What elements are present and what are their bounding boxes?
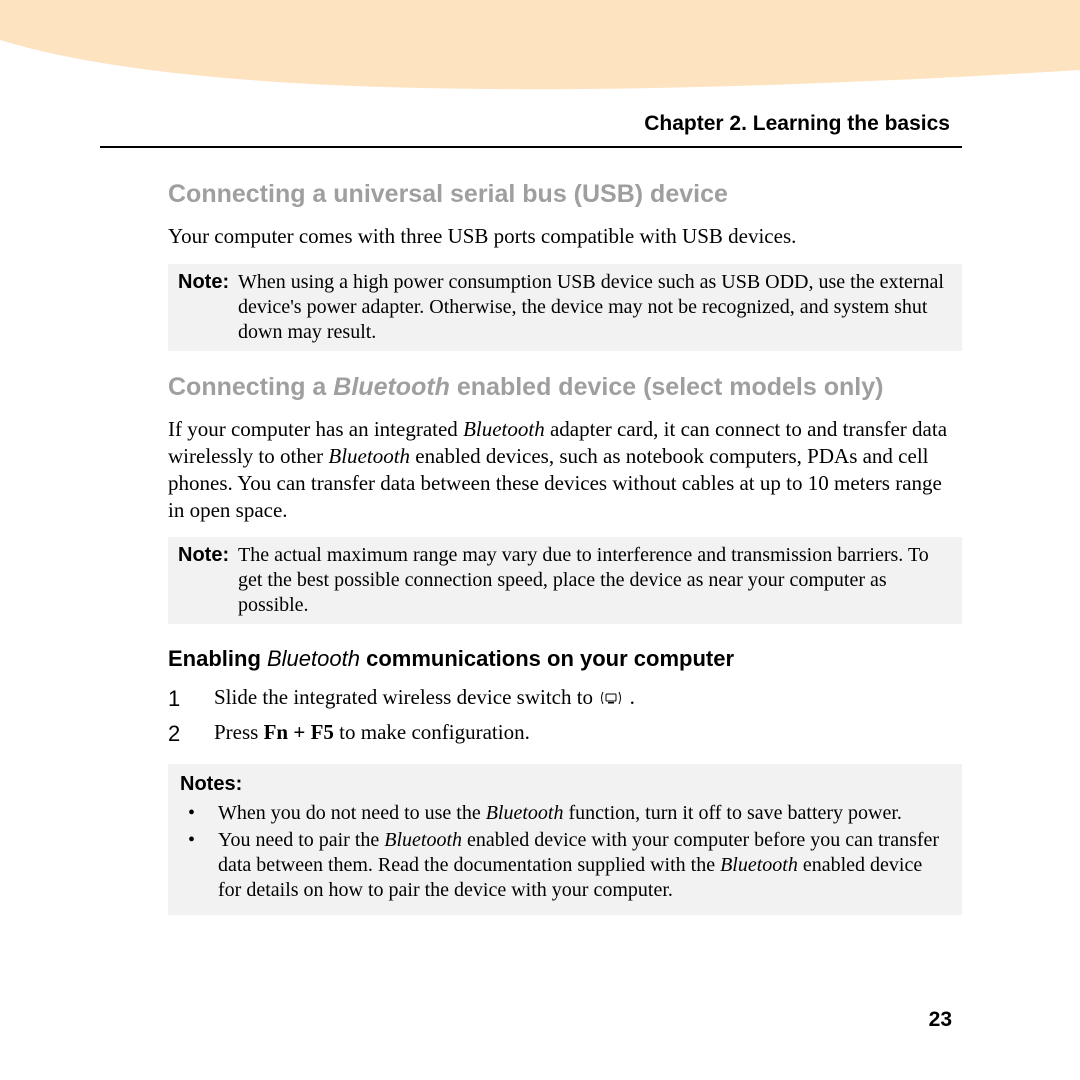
notes-text: You need to pair the Bluetooth enabled d… [218,828,950,903]
t: You need to pair the [218,829,384,851]
t: When you do not need to use the [218,802,486,824]
page-header: Chapter 2. Learning the basics [0,0,1080,148]
t: Slide the integrated wireless device swi… [214,685,598,709]
note-label: Note: [178,544,229,566]
bt-note-box: Note: The actual maximum range may vary … [168,537,962,624]
step-1: 1 Slide the integrated wireless device s… [168,682,962,715]
bt-title-prefix: Connecting a [168,373,333,401]
t-italic: Bluetooth [486,802,564,824]
notes-text: When you do not need to use the Bluetoot… [218,801,950,826]
t-italic: Bluetooth [720,854,798,876]
key-combo: Fn + F5 [264,720,334,744]
bullet: • [180,828,218,903]
note-label: Note: [178,271,229,293]
t: Enabling [168,646,267,671]
page-number: 23 [929,1008,952,1032]
note-text: When using a high power consumption USB … [238,270,952,345]
t: If your computer has an integrated [168,417,463,441]
subheading-enable-bt: Enabling Bluetooth communications on you… [168,646,962,672]
bullet: • [180,801,218,826]
notes-item: • You need to pair the Bluetooth enabled… [180,828,950,903]
bt-title-italic: Bluetooth [333,373,450,401]
step-marker: 1 [168,682,214,715]
wireless-icon [600,684,622,716]
t-italic: Bluetooth [463,417,545,441]
header-rule [100,146,962,148]
bt-intro-text: If your computer has an integrated Bluet… [168,416,962,524]
usb-intro-text: Your computer comes with three USB ports… [168,223,962,250]
t-italic: Bluetooth [384,829,462,851]
notes-item: • When you do not need to use the Blueto… [180,801,950,826]
section-heading-bluetooth: Connecting a Bluetooth enabled device (s… [168,373,962,402]
t-italic: Bluetooth [328,444,410,468]
step-text: Press Fn + F5 to make configuration. [214,717,962,750]
t-italic: Bluetooth [267,646,360,671]
chapter-label: Chapter 2. Learning the basics [644,112,950,136]
note-text: The actual maximum range may vary due to… [238,543,952,618]
t: communications on your computer [360,646,734,671]
step-text: Slide the integrated wireless device swi… [214,682,962,715]
section-heading-usb: Connecting a universal serial bus (USB) … [168,180,962,209]
t: to make configuration. [334,720,530,744]
step-marker: 2 [168,717,214,750]
notes-title: Notes: [180,772,950,797]
t: . [630,685,635,709]
step-2: 2 Press Fn + F5 to make configuration. [168,717,962,750]
page-content: Connecting a universal serial bus (USB) … [168,180,962,915]
t: function, turn it off to save battery po… [563,802,901,824]
notes-block: Notes: • When you do not need to use the… [168,764,962,915]
usb-note-box: Note: When using a high power consumptio… [168,264,962,351]
t: Press [214,720,264,744]
bt-title-suffix: enabled device (select models only) [450,373,883,401]
